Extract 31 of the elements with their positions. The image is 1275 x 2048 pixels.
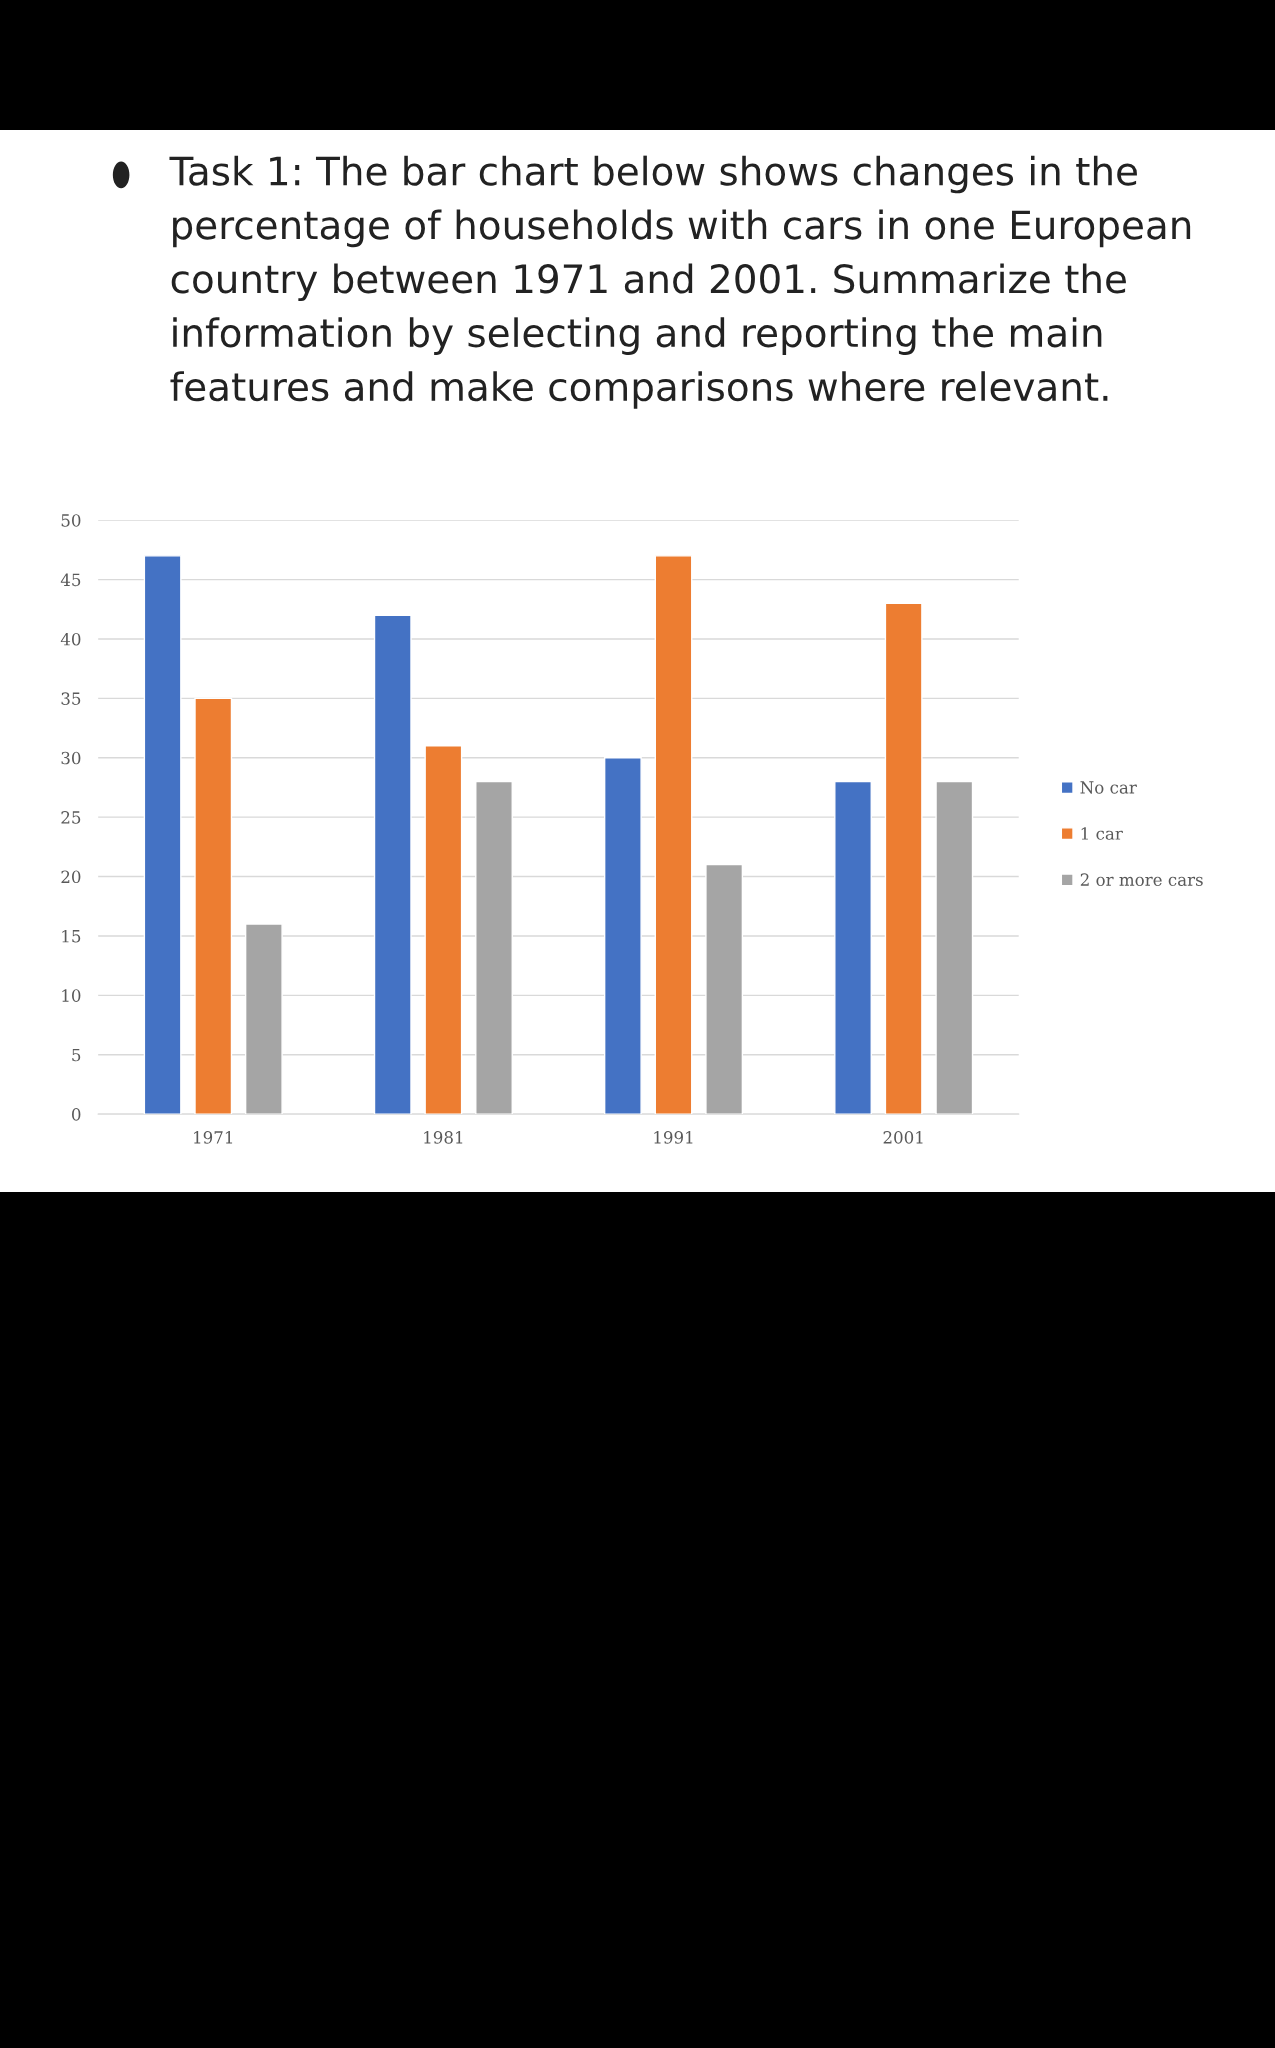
bar <box>834 780 872 1115</box>
bar <box>884 602 923 1115</box>
bar <box>475 780 513 1115</box>
y-tick-label: 15 <box>62 929 81 943</box>
x-tick-label: 1981 <box>424 1131 463 1144</box>
x-tick-label: 1971 <box>194 1131 233 1144</box>
y-tick-label: 35 <box>61 692 81 705</box>
y-tick-label: 10 <box>62 989 81 1002</box>
y-tick-label: 40 <box>60 632 81 646</box>
bar <box>654 555 693 1115</box>
bar <box>603 757 642 1115</box>
bar <box>194 697 233 1115</box>
y-tick-label: 45 <box>60 573 81 587</box>
bar <box>424 745 463 1115</box>
x-tick-label: 2001 <box>883 1131 923 1144</box>
y-tick-label: 20 <box>61 870 81 884</box>
y-tick-label: 30 <box>61 751 81 765</box>
bar <box>935 780 974 1115</box>
legend-label: No car <box>1080 781 1137 794</box>
y-tick-label: 25 <box>61 811 81 824</box>
bar <box>244 923 283 1115</box>
bar <box>705 863 744 1115</box>
bar <box>373 614 412 1115</box>
y-tick-label: 50 <box>61 514 81 527</box>
y-tick-label: 0 <box>72 1108 81 1121</box>
bar <box>143 555 182 1115</box>
x-tick-label: 1991 <box>654 1131 693 1144</box>
y-tick-label: 5 <box>72 1048 81 1062</box>
chart-title: Task 1: The bar chart below shows changes in the percentage of households with cars in one European country between 1971 and 2001. Summarize the information by selecting and reporting the main features and make comparisons where relevant. <box>169 155 1191 409</box>
legend-label: 1 car <box>1081 827 1123 840</box>
legend-label: 2 or more cars <box>1080 873 1203 886</box>
